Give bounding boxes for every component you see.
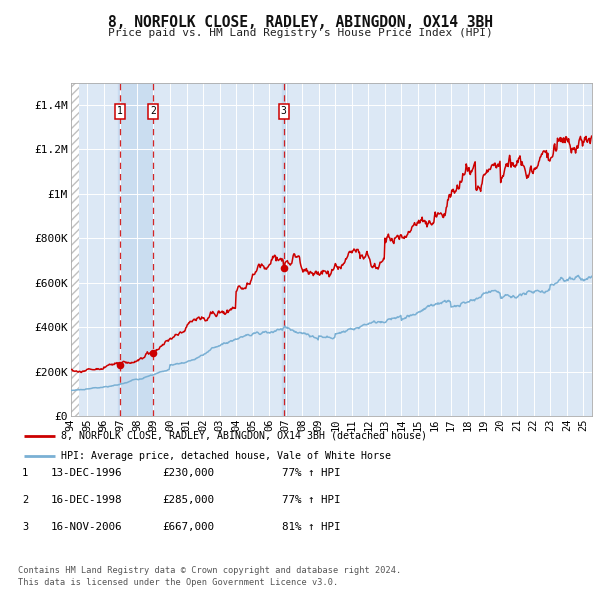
Text: 81% ↑ HPI: 81% ↑ HPI [282, 523, 341, 532]
Text: £667,000: £667,000 [162, 523, 214, 532]
Text: 3: 3 [22, 523, 28, 532]
Bar [118, 83, 153, 416]
Text: 8, NORFOLK CLOSE, RADLEY, ABINGDON, OX14 3BH (detached house): 8, NORFOLK CLOSE, RADLEY, ABINGDON, OX14… [61, 431, 427, 441]
Bar [281, 83, 287, 416]
Text: 3: 3 [281, 106, 287, 116]
Text: Price paid vs. HM Land Registry's House Price Index (HPI): Price paid vs. HM Land Registry's House … [107, 28, 493, 38]
Text: £230,000: £230,000 [162, 468, 214, 478]
FancyBboxPatch shape [71, 83, 79, 416]
Text: 2: 2 [150, 106, 156, 116]
Text: 1: 1 [22, 468, 28, 478]
Text: 16-DEC-1998: 16-DEC-1998 [51, 496, 122, 505]
Text: 2: 2 [22, 496, 28, 505]
Text: 77% ↑ HPI: 77% ↑ HPI [282, 496, 341, 505]
Text: 13-DEC-1996: 13-DEC-1996 [51, 468, 122, 478]
Text: 1: 1 [117, 106, 122, 116]
Text: 8, NORFOLK CLOSE, RADLEY, ABINGDON, OX14 3BH: 8, NORFOLK CLOSE, RADLEY, ABINGDON, OX14… [107, 15, 493, 30]
Text: 16-NOV-2006: 16-NOV-2006 [51, 523, 122, 532]
Text: 77% ↑ HPI: 77% ↑ HPI [282, 468, 341, 478]
Text: £285,000: £285,000 [162, 496, 214, 505]
Text: Contains HM Land Registry data © Crown copyright and database right 2024.
This d: Contains HM Land Registry data © Crown c… [18, 566, 401, 587]
Text: HPI: Average price, detached house, Vale of White Horse: HPI: Average price, detached house, Vale… [61, 451, 391, 461]
